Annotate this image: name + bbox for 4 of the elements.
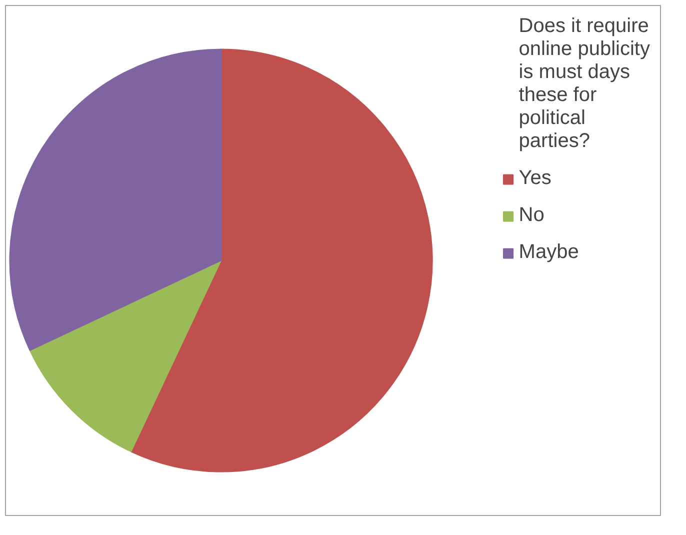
legend-label: Maybe [518, 241, 579, 264]
legend-label: Yes [518, 167, 552, 190]
legend-label: No [518, 204, 544, 227]
category-label: Does it require online publicity is must days these for political parties? [518, 15, 650, 152]
